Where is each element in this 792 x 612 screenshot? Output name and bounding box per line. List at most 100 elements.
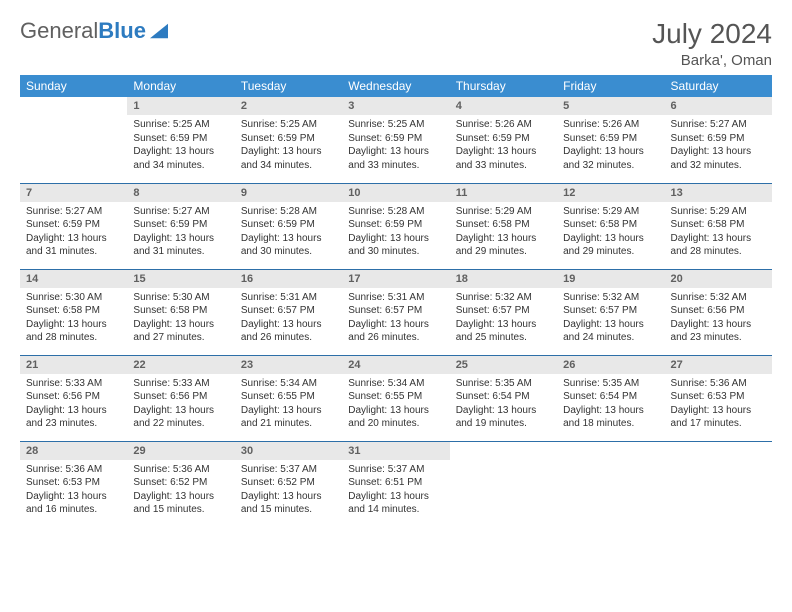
title-block: July 2024 Barka', Oman [652, 18, 772, 69]
day-info: Sunrise: 5:28 AMSunset: 6:59 PMDaylight:… [342, 202, 449, 262]
calendar-cell: 16Sunrise: 5:31 AMSunset: 6:57 PMDayligh… [235, 269, 342, 355]
weekday-row: SundayMondayTuesdayWednesdayThursdayFrid… [20, 75, 772, 97]
day-info: Sunrise: 5:28 AMSunset: 6:59 PMDaylight:… [235, 202, 342, 262]
calendar-cell: 5Sunrise: 5:26 AMSunset: 6:59 PMDaylight… [557, 97, 664, 183]
calendar-row: 21Sunrise: 5:33 AMSunset: 6:56 PMDayligh… [20, 355, 772, 441]
month-title: July 2024 [652, 18, 772, 50]
day-info: Sunrise: 5:29 AMSunset: 6:58 PMDaylight:… [557, 202, 664, 262]
weekday-header: Sunday [20, 75, 127, 97]
day-number: 14 [20, 270, 127, 288]
day-number: 2 [235, 97, 342, 115]
calendar-row: 28Sunrise: 5:36 AMSunset: 6:53 PMDayligh… [20, 441, 772, 527]
day-info: Sunrise: 5:30 AMSunset: 6:58 PMDaylight:… [127, 288, 234, 348]
day-number: 13 [665, 184, 772, 202]
calendar-cell: 14Sunrise: 5:30 AMSunset: 6:58 PMDayligh… [20, 269, 127, 355]
day-info: Sunrise: 5:36 AMSunset: 6:53 PMDaylight:… [20, 460, 127, 520]
day-info: Sunrise: 5:29 AMSunset: 6:58 PMDaylight:… [450, 202, 557, 262]
day-number: 27 [665, 356, 772, 374]
day-info: Sunrise: 5:33 AMSunset: 6:56 PMDaylight:… [20, 374, 127, 434]
day-info: Sunrise: 5:29 AMSunset: 6:58 PMDaylight:… [665, 202, 772, 262]
day-number: 29 [127, 442, 234, 460]
weekday-header: Thursday [450, 75, 557, 97]
calendar-cell: 10Sunrise: 5:28 AMSunset: 6:59 PMDayligh… [342, 183, 449, 269]
calendar-cell: 30Sunrise: 5:37 AMSunset: 6:52 PMDayligh… [235, 441, 342, 527]
calendar-row: 7Sunrise: 5:27 AMSunset: 6:59 PMDaylight… [20, 183, 772, 269]
day-info: Sunrise: 5:25 AMSunset: 6:59 PMDaylight:… [235, 115, 342, 175]
day-number: 16 [235, 270, 342, 288]
calendar-cell: 15Sunrise: 5:30 AMSunset: 6:58 PMDayligh… [127, 269, 234, 355]
day-info: Sunrise: 5:30 AMSunset: 6:58 PMDaylight:… [20, 288, 127, 348]
day-info: Sunrise: 5:33 AMSunset: 6:56 PMDaylight:… [127, 374, 234, 434]
day-number: 18 [450, 270, 557, 288]
calendar-cell: 26Sunrise: 5:35 AMSunset: 6:54 PMDayligh… [557, 355, 664, 441]
day-info: Sunrise: 5:32 AMSunset: 6:56 PMDaylight:… [665, 288, 772, 348]
calendar-cell: 24Sunrise: 5:34 AMSunset: 6:55 PMDayligh… [342, 355, 449, 441]
weekday-header: Tuesday [235, 75, 342, 97]
calendar-cell: 8Sunrise: 5:27 AMSunset: 6:59 PMDaylight… [127, 183, 234, 269]
calendar-cell: 25Sunrise: 5:35 AMSunset: 6:54 PMDayligh… [450, 355, 557, 441]
day-number: 3 [342, 97, 449, 115]
logo: GeneralBlue [20, 18, 168, 44]
day-info: Sunrise: 5:36 AMSunset: 6:53 PMDaylight:… [665, 374, 772, 434]
logo-part2: Blue [98, 18, 146, 43]
day-number: 22 [127, 356, 234, 374]
calendar-cell: 11Sunrise: 5:29 AMSunset: 6:58 PMDayligh… [450, 183, 557, 269]
day-number: 25 [450, 356, 557, 374]
weekday-header: Monday [127, 75, 234, 97]
calendar-cell: 22Sunrise: 5:33 AMSunset: 6:56 PMDayligh… [127, 355, 234, 441]
header: GeneralBlue July 2024 Barka', Oman [20, 18, 772, 69]
calendar-cell [20, 97, 127, 183]
calendar-cell: 19Sunrise: 5:32 AMSunset: 6:57 PMDayligh… [557, 269, 664, 355]
day-number: 24 [342, 356, 449, 374]
day-number: 7 [20, 184, 127, 202]
weekday-header: Saturday [665, 75, 772, 97]
day-number: 5 [557, 97, 664, 115]
day-info: Sunrise: 5:25 AMSunset: 6:59 PMDaylight:… [342, 115, 449, 175]
calendar-cell [665, 441, 772, 527]
day-info: Sunrise: 5:32 AMSunset: 6:57 PMDaylight:… [450, 288, 557, 348]
day-info: Sunrise: 5:26 AMSunset: 6:59 PMDaylight:… [557, 115, 664, 175]
day-info: Sunrise: 5:34 AMSunset: 6:55 PMDaylight:… [342, 374, 449, 434]
calendar-cell: 18Sunrise: 5:32 AMSunset: 6:57 PMDayligh… [450, 269, 557, 355]
calendar-cell [450, 441, 557, 527]
logo-part1: General [20, 18, 98, 43]
calendar-cell: 2Sunrise: 5:25 AMSunset: 6:59 PMDaylight… [235, 97, 342, 183]
calendar-cell: 1Sunrise: 5:25 AMSunset: 6:59 PMDaylight… [127, 97, 234, 183]
calendar-cell: 27Sunrise: 5:36 AMSunset: 6:53 PMDayligh… [665, 355, 772, 441]
calendar-cell: 13Sunrise: 5:29 AMSunset: 6:58 PMDayligh… [665, 183, 772, 269]
weekday-header: Wednesday [342, 75, 449, 97]
day-info: Sunrise: 5:27 AMSunset: 6:59 PMDaylight:… [665, 115, 772, 175]
day-number: 9 [235, 184, 342, 202]
day-number: 20 [665, 270, 772, 288]
calendar-body: 1Sunrise: 5:25 AMSunset: 6:59 PMDaylight… [20, 97, 772, 527]
calendar-cell: 31Sunrise: 5:37 AMSunset: 6:51 PMDayligh… [342, 441, 449, 527]
calendar-cell: 20Sunrise: 5:32 AMSunset: 6:56 PMDayligh… [665, 269, 772, 355]
calendar-cell: 12Sunrise: 5:29 AMSunset: 6:58 PMDayligh… [557, 183, 664, 269]
day-info: Sunrise: 5:35 AMSunset: 6:54 PMDaylight:… [450, 374, 557, 434]
calendar-cell: 21Sunrise: 5:33 AMSunset: 6:56 PMDayligh… [20, 355, 127, 441]
day-number: 10 [342, 184, 449, 202]
calendar-cell: 3Sunrise: 5:25 AMSunset: 6:59 PMDaylight… [342, 97, 449, 183]
day-info: Sunrise: 5:32 AMSunset: 6:57 PMDaylight:… [557, 288, 664, 348]
day-info: Sunrise: 5:37 AMSunset: 6:51 PMDaylight:… [342, 460, 449, 520]
day-info: Sunrise: 5:27 AMSunset: 6:59 PMDaylight:… [127, 202, 234, 262]
calendar-cell: 28Sunrise: 5:36 AMSunset: 6:53 PMDayligh… [20, 441, 127, 527]
calendar-cell: 4Sunrise: 5:26 AMSunset: 6:59 PMDaylight… [450, 97, 557, 183]
calendar-cell: 23Sunrise: 5:34 AMSunset: 6:55 PMDayligh… [235, 355, 342, 441]
calendar-cell: 17Sunrise: 5:31 AMSunset: 6:57 PMDayligh… [342, 269, 449, 355]
day-number: 4 [450, 97, 557, 115]
calendar-cell: 29Sunrise: 5:36 AMSunset: 6:52 PMDayligh… [127, 441, 234, 527]
logo-text: GeneralBlue [20, 18, 146, 44]
day-number: 6 [665, 97, 772, 115]
day-number: 30 [235, 442, 342, 460]
day-number: 1 [127, 97, 234, 115]
day-info: Sunrise: 5:34 AMSunset: 6:55 PMDaylight:… [235, 374, 342, 434]
calendar-cell: 6Sunrise: 5:27 AMSunset: 6:59 PMDaylight… [665, 97, 772, 183]
weekday-header: Friday [557, 75, 664, 97]
calendar-cell [557, 441, 664, 527]
calendar-table: SundayMondayTuesdayWednesdayThursdayFrid… [20, 75, 772, 527]
day-info: Sunrise: 5:31 AMSunset: 6:57 PMDaylight:… [342, 288, 449, 348]
day-number: 31 [342, 442, 449, 460]
day-info: Sunrise: 5:26 AMSunset: 6:59 PMDaylight:… [450, 115, 557, 175]
day-info: Sunrise: 5:36 AMSunset: 6:52 PMDaylight:… [127, 460, 234, 520]
